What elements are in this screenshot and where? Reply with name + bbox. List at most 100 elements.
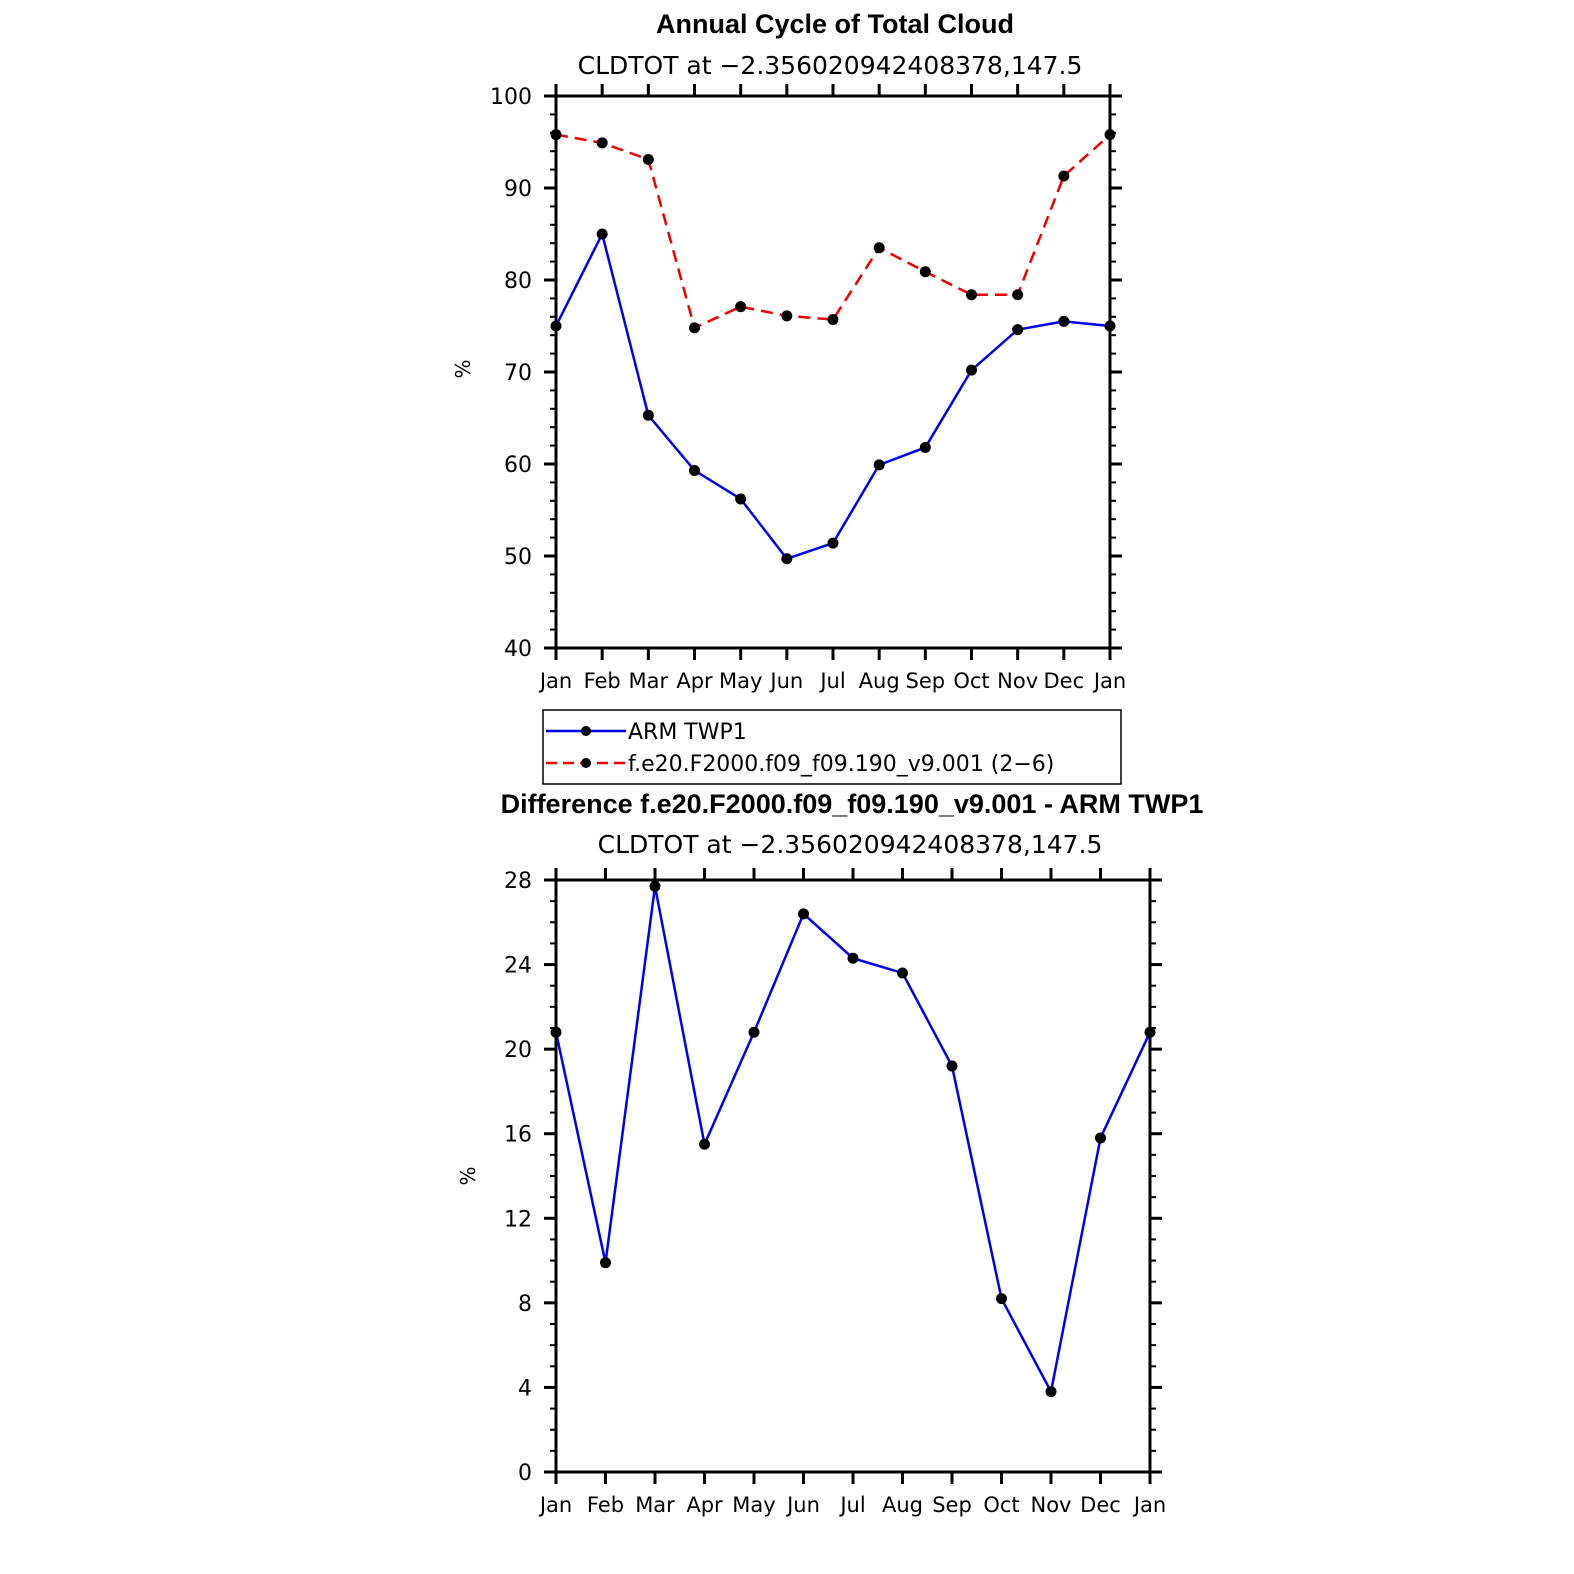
plot-frame (554, 94, 1112, 650)
x-tick-label: Sep (932, 1493, 972, 1517)
data-point (689, 322, 700, 334)
chart-subtitle: CLDTOT at −2.356020942408378,147.5 (578, 51, 1083, 80)
x-tick-label: Apr (686, 1493, 723, 1517)
y-tick-label: 4 (518, 1376, 532, 1401)
y-tick-label: 24 (504, 954, 532, 979)
x-tick-label: Dec (1080, 1493, 1121, 1517)
y-tick-label: 90 (504, 177, 532, 202)
data-point (1095, 1132, 1106, 1144)
x-tick-label: Aug (882, 1493, 923, 1517)
data-point (596, 137, 608, 149)
data-point (781, 310, 793, 322)
data-point (1012, 324, 1024, 336)
chart-title: Difference f.e20.F2000.f09_f09.190_v9.00… (501, 789, 1204, 819)
series-markers (550, 880, 1156, 1398)
plot-frame (554, 878, 1152, 1474)
x-tick-label: Aug (859, 669, 900, 693)
y-axis-label: % (451, 359, 475, 378)
x-tick-label: Jun (785, 1493, 820, 1517)
y-axis-label: % (456, 1166, 480, 1185)
data-point (649, 880, 661, 892)
x-tick-label: Mar (635, 1493, 675, 1517)
y-tick-label: 100 (490, 85, 532, 110)
legend-marker-arm-twp1 (581, 726, 591, 736)
data-point (966, 289, 977, 301)
x-tick-label: Oct (953, 669, 989, 693)
y-tick-label: 80 (504, 269, 532, 294)
y-tick-label: 12 (504, 1207, 532, 1232)
data-point (642, 153, 654, 165)
x-tick-label: Dec (1044, 669, 1085, 693)
x-tick-label: Mar (629, 669, 669, 693)
x-tick-label: Feb (584, 669, 621, 693)
y-tick-label: 40 (504, 637, 532, 662)
chart-title: Annual Cycle of Total Cloud (656, 9, 1014, 39)
legend-marker-model (581, 758, 591, 768)
data-point (827, 314, 839, 326)
x-tick-labels: Jan Feb Mar Apr May Jun Jul Aug Sep Oct Nov Dec Jan (538, 1493, 1166, 1517)
data-point (798, 908, 809, 920)
x-tick-label: Jun (768, 669, 803, 693)
data-point (919, 441, 931, 453)
y-tick-label: 60 (504, 453, 532, 478)
x-tick-label: Jul (838, 1493, 865, 1517)
data-point (946, 1060, 958, 1072)
x-tick-label: Jan (538, 669, 572, 693)
axis-ticks (544, 868, 1162, 1484)
x-tick-label: Feb (587, 1493, 624, 1517)
data-point (919, 266, 931, 278)
x-tick-label: Jan (1132, 1493, 1166, 1517)
y-tick-label: 16 (504, 1123, 532, 1148)
y-tick-label: 70 (504, 361, 532, 386)
difference-chart: Difference f.e20.F2000.f09_f09.190_v9.00… (456, 789, 1203, 1517)
series-line-1 (555, 133, 1111, 330)
legend-label-arm-twp1: ARM TWP1 (628, 720, 747, 745)
data-point (600, 1257, 611, 1269)
x-tick-label: May (732, 1493, 775, 1517)
data-point (1012, 289, 1024, 301)
series-line-0 (554, 230, 1111, 561)
x-tick-label: Jan (1092, 669, 1126, 693)
data-point (847, 952, 859, 964)
x-tick-label: May (719, 669, 762, 693)
data-point (735, 493, 747, 505)
data-point (873, 242, 885, 254)
data-point (827, 537, 839, 549)
legend-label-model: f.e20.F2000.f09_f09.190_v9.001 (2−6) (628, 752, 1054, 777)
x-tick-labels: Jan Feb Mar Apr May Jun Jul Aug Sep Oct Nov Dec Jan (538, 669, 1126, 693)
y-tick-label: 28 (504, 869, 532, 894)
data-point (642, 409, 654, 421)
x-tick-label: Jan (538, 1493, 572, 1517)
x-tick-label: Apr (676, 669, 713, 693)
data-point (596, 228, 608, 240)
y-tick-label: 0 (518, 1461, 532, 1486)
y-tick-labels: 0 4 8 12 16 20 24 28 (504, 869, 532, 1486)
data-point (781, 553, 793, 565)
series-markers (550, 129, 1116, 565)
data-point (1058, 315, 1070, 327)
data-point (1058, 170, 1070, 182)
axis-ticks (544, 84, 1122, 660)
annual-cycle-chart: Annual Cycle of Total Cloud CLDTOT at −2… (451, 9, 1126, 693)
data-point (996, 1293, 1007, 1305)
data-point (735, 301, 747, 313)
legend-box (542, 709, 1122, 785)
data-point (689, 464, 700, 476)
series-lines (554, 133, 1111, 561)
data-point (897, 967, 908, 979)
x-tick-label: Nov (1031, 1493, 1072, 1517)
data-point (966, 364, 977, 376)
legend: ARM TWP1 f.e20.F2000.f09_f09.190_v9.001 … (542, 709, 1122, 785)
data-point (1045, 1386, 1057, 1398)
y-tick-label: 8 (518, 1292, 532, 1317)
data-point (699, 1138, 710, 1150)
x-tick-label: Sep (906, 669, 946, 693)
y-tick-labels: 40 50 60 70 80 90 100 (490, 85, 532, 662)
x-tick-label: Jul (818, 669, 845, 693)
x-tick-label: Nov (997, 669, 1038, 693)
chart-subtitle: CLDTOT at −2.356020942408378,147.5 (598, 830, 1103, 859)
y-tick-label: 20 (504, 1038, 532, 1063)
data-point (748, 1026, 760, 1038)
data-point (873, 459, 885, 471)
